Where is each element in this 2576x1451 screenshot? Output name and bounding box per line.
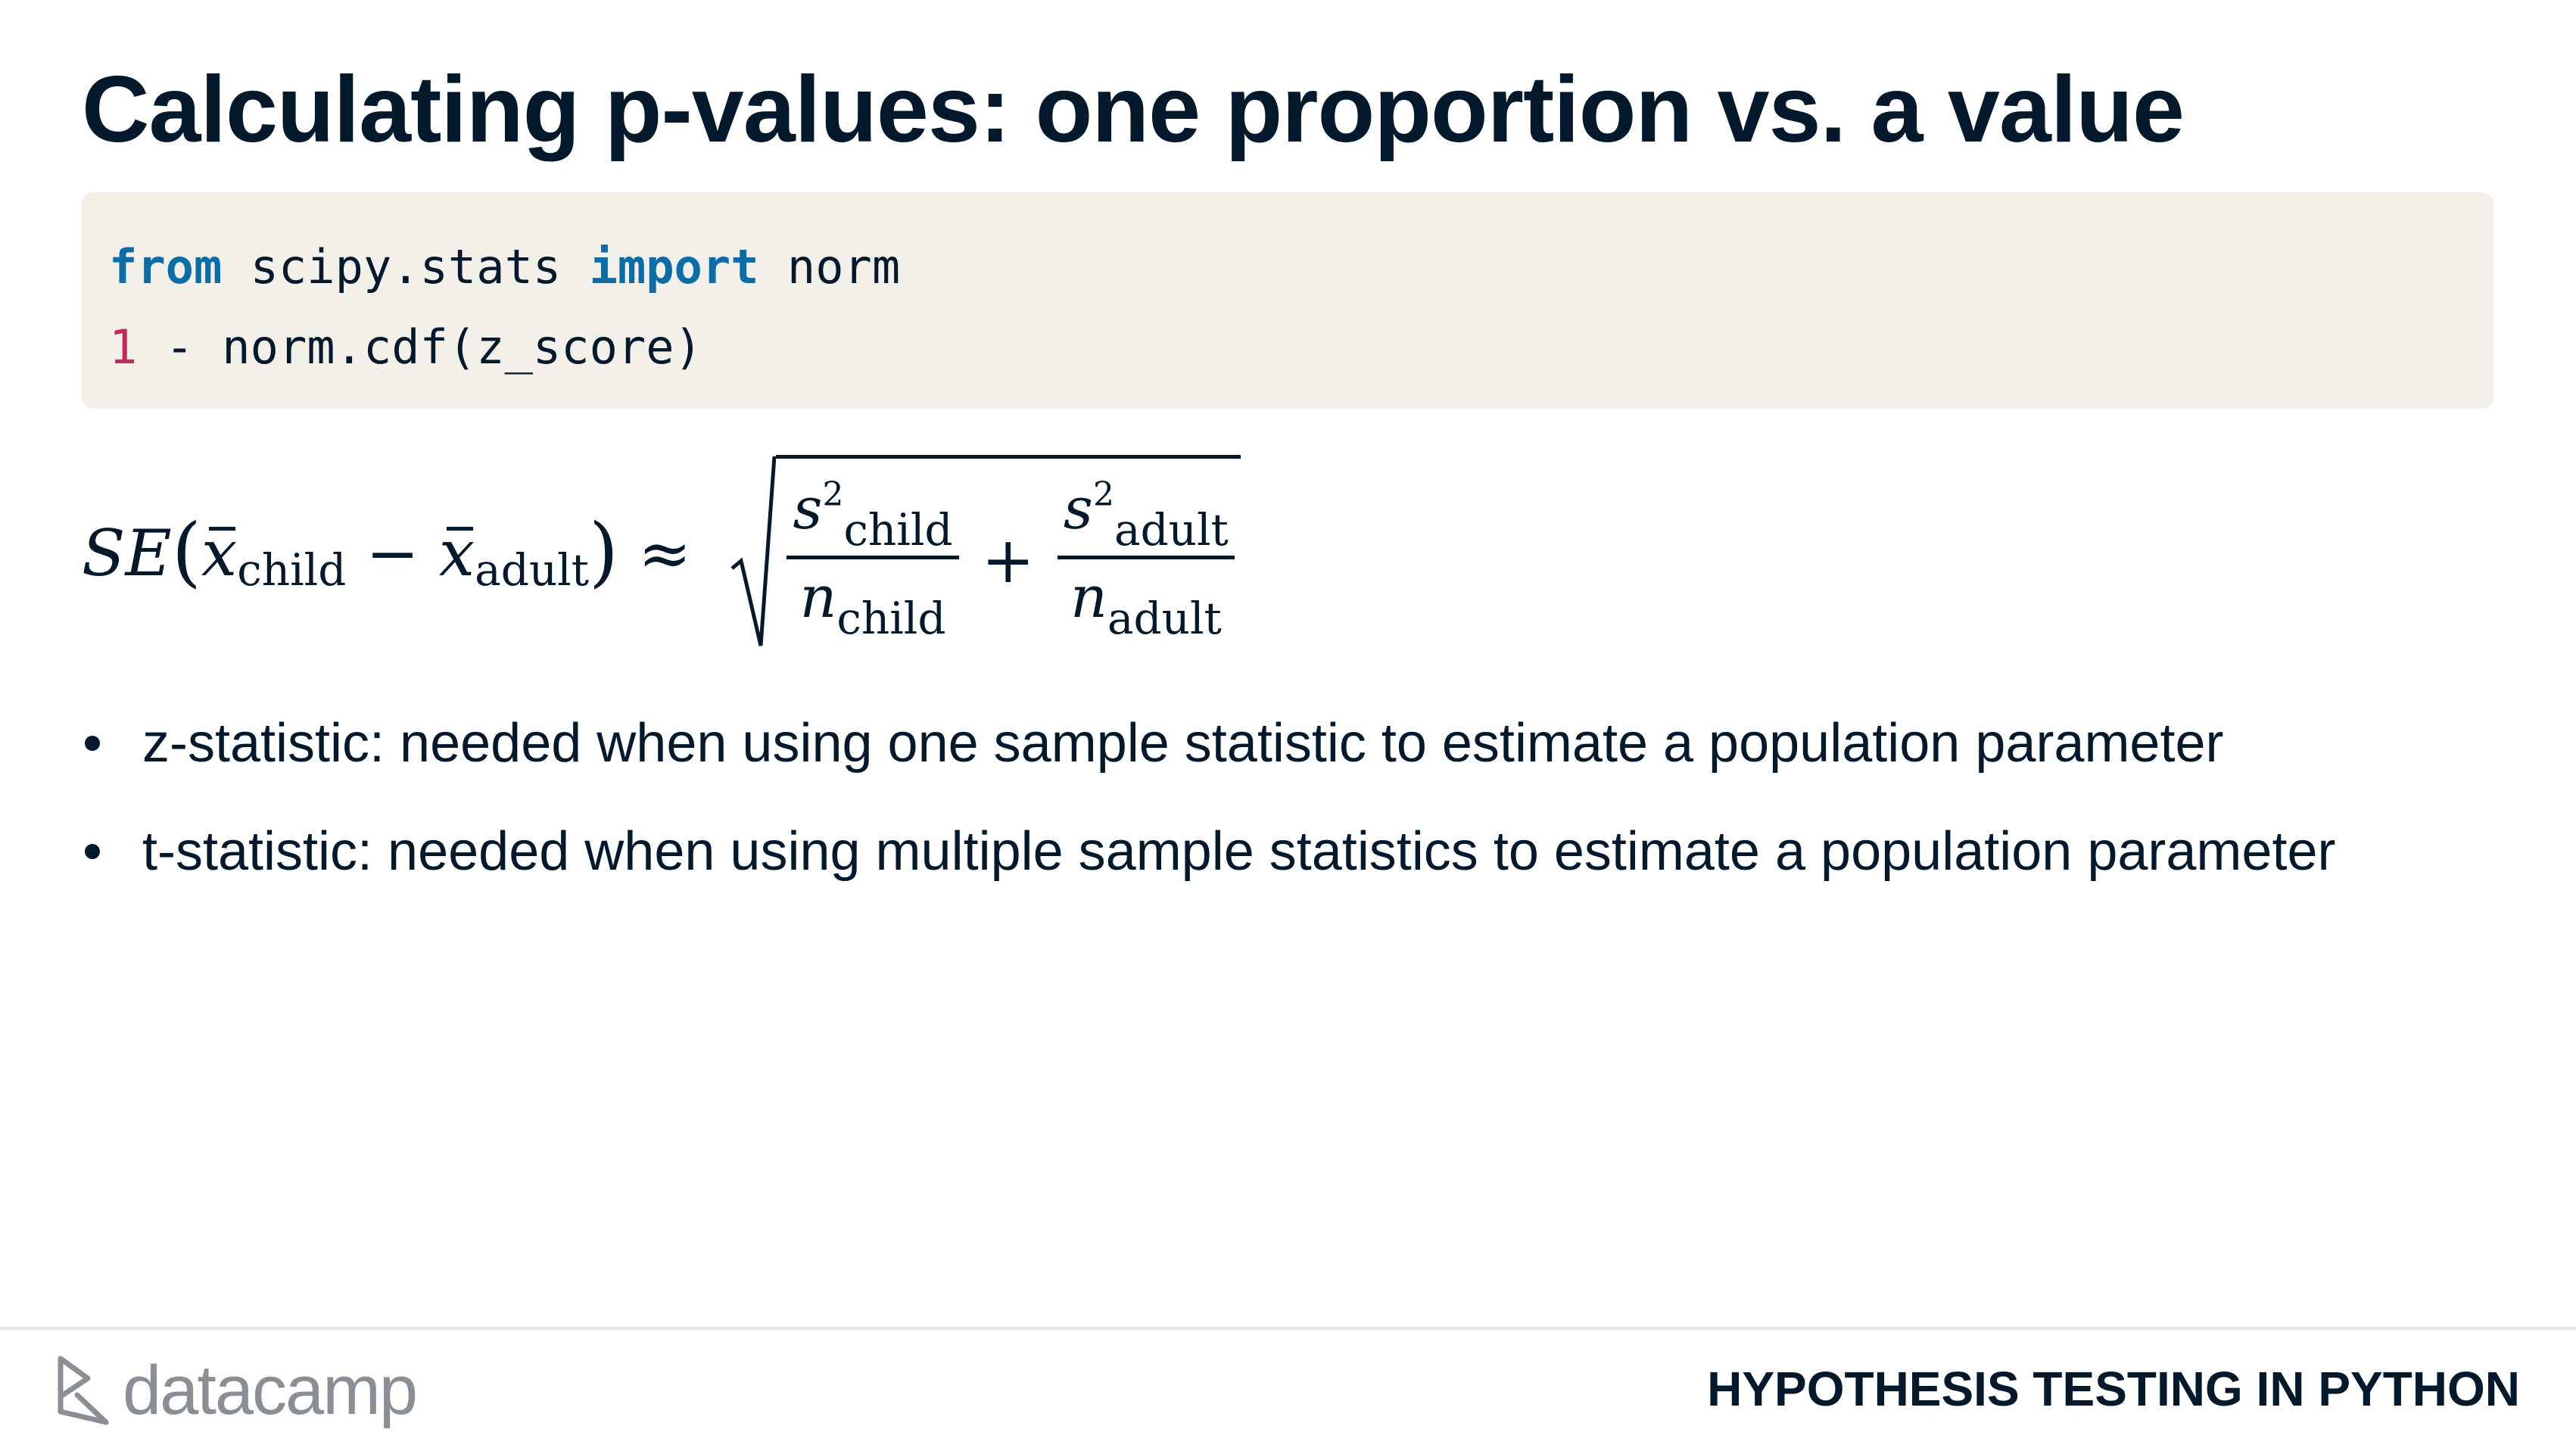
bullet-item-t-statistic: t-statistic: needed when using multiple …: [82, 805, 2335, 913]
formula-paren-open: (: [171, 507, 201, 596]
footer-divider: [0, 1327, 2576, 1330]
formula-sup-adult: 2: [1092, 475, 1114, 514]
formula-xbar-child: x: [201, 516, 238, 590]
formula-sqrt-body: s2child nchild + s2adult nadult: [776, 455, 1241, 652]
datacamp-logo: datacamp: [53, 1349, 418, 1432]
formula-sub-child: child: [237, 544, 347, 596]
datacamp-logo-icon: [58, 1356, 109, 1425]
bullet-dot-icon: [85, 844, 100, 859]
formula-n-adult: n: [1070, 563, 1107, 631]
formula-approx: ≈: [638, 516, 692, 590]
formula-sub-adult: adult: [475, 544, 590, 596]
fraction-child-numerator: s2child: [787, 471, 958, 556]
formula-s-sub-adult: adult: [1114, 504, 1229, 556]
bullet-list: z-statistic: needed when using one sampl…: [82, 696, 2335, 913]
code-keyword-import: import: [589, 239, 759, 294]
fraction-child-denominator: nchild: [793, 559, 952, 644]
bullet-dot-icon: [85, 736, 100, 751]
code-block: from scipy.stats import norm 1 - norm.cd…: [82, 192, 2493, 409]
standard-error-formula: SE ( x child − x adult ) ≈ s2child nchil…: [82, 451, 1241, 655]
formula-s-sub-child: child: [843, 504, 953, 556]
formula-paren-close: ): [589, 507, 619, 596]
course-title: HYPOTHESIS TESTING IN PYTHON: [1707, 1362, 2520, 1416]
bullet-text: t-statistic: needed when using multiple …: [142, 821, 2336, 882]
formula-n-sub-child: child: [836, 593, 946, 644]
bullet-text: z-statistic: needed when using one sampl…: [142, 713, 2224, 774]
code-line-pvalue: 1 - norm.cdf(z_score): [109, 307, 2466, 388]
datacamp-logo-text: datacamp: [123, 1351, 418, 1429]
bullet-item-z-statistic: z-statistic: needed when using one sampl…: [82, 696, 2335, 805]
fraction-adult-bar: [1057, 556, 1235, 559]
formula-sup-child: 2: [822, 475, 844, 514]
formula-plus: +: [981, 522, 1035, 597]
code-text-expression: - norm.cdf(z_score): [137, 319, 702, 375]
formula-sqrt: s2child nchild + s2adult nadult: [730, 455, 1241, 652]
formula-lhs: SE ( x child − x adult ) ≈: [82, 507, 711, 596]
formula-s-adult: s: [1063, 475, 1093, 542]
radical-sign-icon: [730, 456, 777, 646]
formula-n-child: n: [799, 563, 837, 631]
formula-minus: −: [366, 516, 419, 590]
formula-se: SE: [82, 516, 172, 590]
fraction-adult-numerator: s2adult: [1057, 471, 1235, 556]
code-number-one: 1: [109, 319, 138, 375]
fraction-adult-denominator: nadult: [1064, 559, 1228, 644]
code-text-name: norm: [758, 239, 901, 294]
formula-s-child: s: [793, 475, 823, 542]
fraction-child: s2child nchild: [787, 471, 959, 644]
formula-xbar-adult: x: [438, 516, 475, 590]
fraction-adult: s2adult nadult: [1057, 471, 1235, 644]
code-keyword-from: from: [109, 239, 223, 294]
fraction-child-bar: [787, 556, 959, 559]
slide-title: Calculating p-values: one proportion vs.…: [82, 58, 2185, 162]
code-text-module: scipy.stats: [222, 239, 590, 294]
formula-n-sub-adult: adult: [1107, 593, 1222, 644]
code-line-import: from scipy.stats import norm: [109, 227, 2466, 307]
